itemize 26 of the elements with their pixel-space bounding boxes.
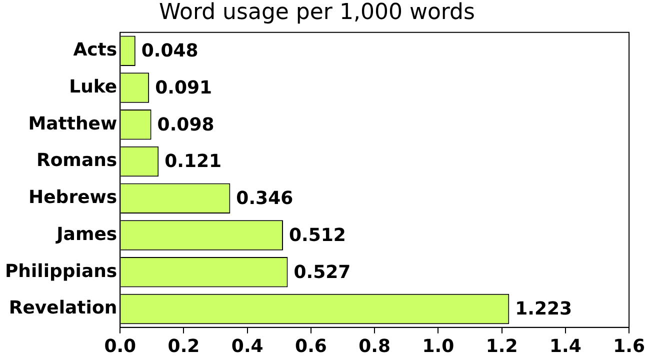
y-tick-label: Luke <box>69 76 118 98</box>
y-tick-label: Revelation <box>8 298 118 319</box>
y-tick-label: Matthew <box>28 113 118 134</box>
x-tick-label: 1.2 <box>486 336 518 357</box>
x-tick-label: 0.0 <box>104 336 136 357</box>
data-label: 0.121 <box>164 151 222 172</box>
data-label: 0.346 <box>236 188 294 210</box>
x-tick-label: 1.6 <box>613 336 645 357</box>
y-tick-label: Acts <box>73 40 118 61</box>
x-tick-label: 0.8 <box>358 336 391 357</box>
data-label: 0.512 <box>288 224 346 246</box>
y-tick-label: Romans <box>36 150 118 172</box>
chart-title: Word usage per 1,000 words <box>159 0 475 25</box>
x-tick-label: 1.4 <box>549 336 582 357</box>
x-tick-label: 0.6 <box>295 336 327 357</box>
data-label: 1.223 <box>515 298 572 320</box>
x-tick-label: 0.4 <box>231 336 264 357</box>
data-label: 0.091 <box>155 77 212 98</box>
x-tick-label: 1.0 <box>422 336 454 357</box>
y-tick-label: Philippians <box>4 260 118 282</box>
data-label: 0.098 <box>157 114 214 136</box>
x-tick-label: 0.2 <box>168 336 200 357</box>
y-tick-label: James <box>54 224 118 245</box>
y-tick-label: Hebrews <box>28 187 118 208</box>
data-label: 0.527 <box>294 262 351 283</box>
data-label: 0.048 <box>141 40 198 62</box>
